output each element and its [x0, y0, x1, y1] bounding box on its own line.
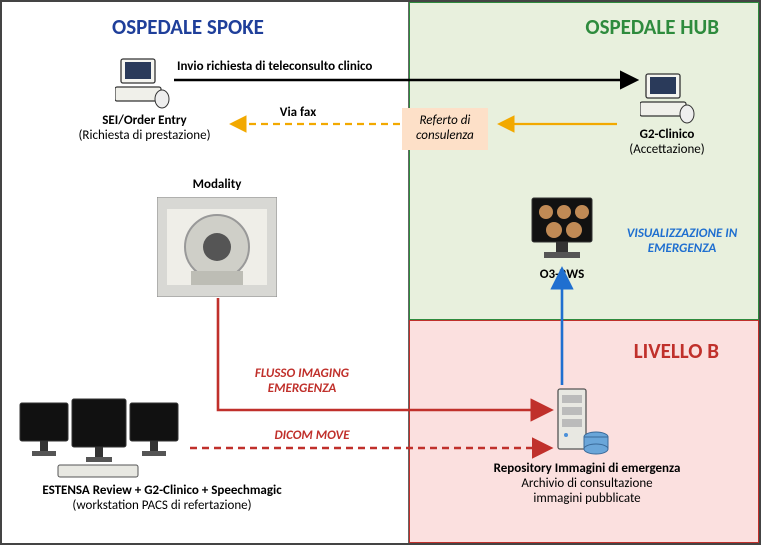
- g2-label-2: (Accettazione): [602, 143, 732, 158]
- server-icon: [554, 387, 612, 459]
- repo-label-2: Archivio di consultazione: [462, 477, 712, 492]
- dicom-label: DICOM MOVE: [252, 429, 372, 444]
- diagram-canvas: OSPEDALE SPOKE OSPEDALE HUB LIVELLO B SE…: [0, 0, 761, 545]
- viz-label-1: VISUALIZZAZIONE IN: [612, 227, 752, 242]
- flusso-label-2: EMERGENZA: [232, 382, 372, 397]
- repo-label-3: immagini pubblicate: [462, 492, 712, 507]
- modality-label: Modality: [162, 178, 272, 193]
- repo-label-1: Repository Immagini di emergenza: [462, 462, 712, 477]
- referto-line1: Referto di: [419, 113, 470, 128]
- g2-label-1: G2-Clinico: [602, 128, 732, 143]
- medical-monitor-icon: [526, 196, 598, 264]
- sei-label-2: (Richiesta di prestazione): [62, 129, 227, 144]
- title-livello-b: LIVELLO B: [634, 338, 719, 364]
- viz-label-2: EMERGENZA: [612, 242, 752, 257]
- flusso-label-1: FLUSSO IMAGING: [232, 367, 372, 382]
- req-label: Invio richiesta di teleconsulto clinico: [177, 60, 407, 75]
- ws-label-1: ESTENSA Review + G2-Clinico + Speechmagi…: [2, 484, 322, 499]
- referto-box: Referto di consulenza: [402, 108, 488, 150]
- computer-icon: [640, 72, 695, 124]
- computer-icon: [115, 57, 170, 109]
- sei-label-1: SEI/Order Entry: [62, 114, 227, 129]
- o3rws-label: O3-RWS: [512, 268, 612, 283]
- title-spoke: OSPEDALE SPOKE: [112, 14, 264, 40]
- workstation-icon: [18, 397, 186, 479]
- title-hub: OSPEDALE HUB: [585, 14, 719, 40]
- referto-line2: consulenza: [416, 128, 474, 143]
- ws-label-2: (workstation PACS di refertazione): [2, 499, 322, 514]
- ct-scanner-icon: [157, 197, 277, 297]
- fax-label: Via fax: [258, 106, 338, 121]
